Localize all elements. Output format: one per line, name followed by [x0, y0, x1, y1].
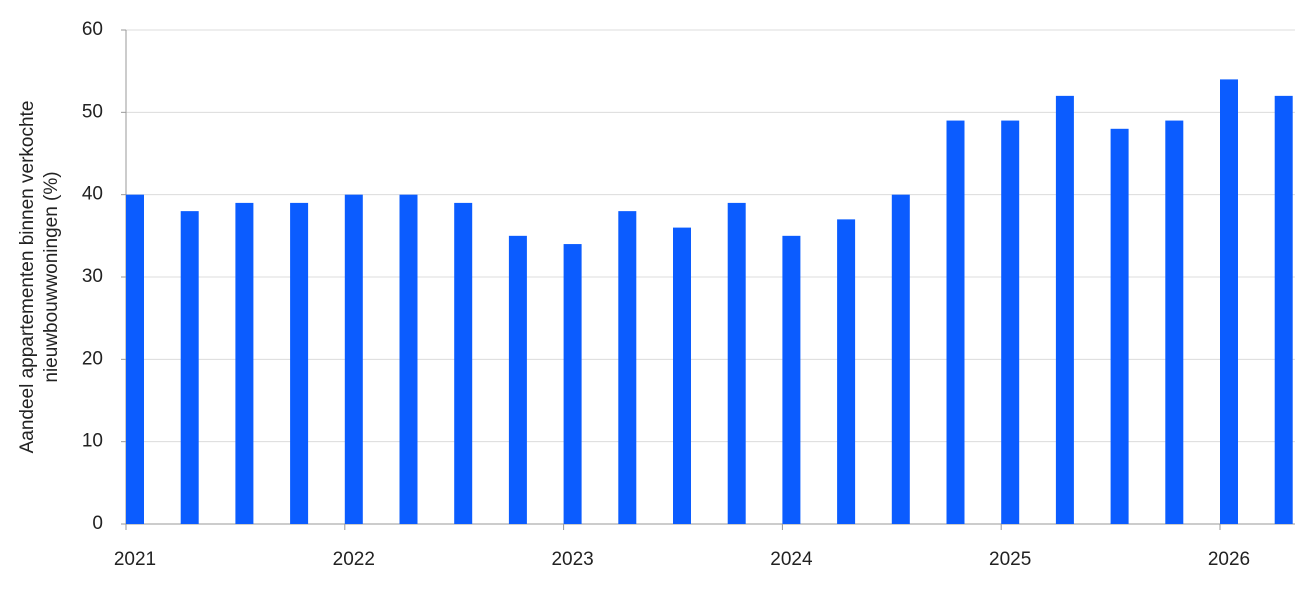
- bar: [344, 194, 363, 524]
- bar: [1055, 95, 1074, 524]
- bar: [1110, 128, 1129, 525]
- y-tick-label: 30: [82, 266, 103, 287]
- y-tick-label: 20: [82, 348, 103, 369]
- bar: [618, 211, 637, 524]
- bar: [1001, 120, 1020, 525]
- x-tick-label: 2024: [770, 549, 813, 570]
- bar: [1220, 79, 1238, 525]
- bar: [891, 194, 910, 524]
- y-tick-label: 40: [82, 184, 103, 205]
- y-axis-label: nieuwbouwwoningen (%): [41, 171, 62, 382]
- bar: [837, 219, 856, 524]
- bar: [454, 202, 473, 524]
- y-tick-label: 60: [82, 19, 103, 40]
- bar: [180, 211, 199, 524]
- bar: [782, 235, 801, 525]
- bar: [1274, 95, 1293, 524]
- bar: [673, 227, 691, 524]
- bar: [563, 244, 582, 525]
- x-tick-label: 2023: [551, 549, 593, 570]
- bar: [235, 202, 254, 524]
- bar: [727, 202, 746, 524]
- y-tick-label: 10: [82, 431, 103, 452]
- bar: [290, 202, 309, 524]
- y-axis-label: Aandeel appartementen binnen verkochte: [17, 101, 38, 454]
- x-tick-label: 2021: [114, 549, 156, 570]
- x-tick-label: 2025: [989, 549, 1031, 570]
- x-tick-label: 2022: [333, 549, 375, 570]
- bar: [126, 194, 144, 524]
- x-tick-label: 2026: [1208, 549, 1250, 570]
- y-tick-label: 0: [92, 513, 103, 534]
- bar: [946, 120, 965, 525]
- bar: [399, 194, 418, 524]
- bar: [1165, 120, 1184, 525]
- bar: [508, 235, 527, 525]
- y-tick-label: 50: [82, 101, 103, 122]
